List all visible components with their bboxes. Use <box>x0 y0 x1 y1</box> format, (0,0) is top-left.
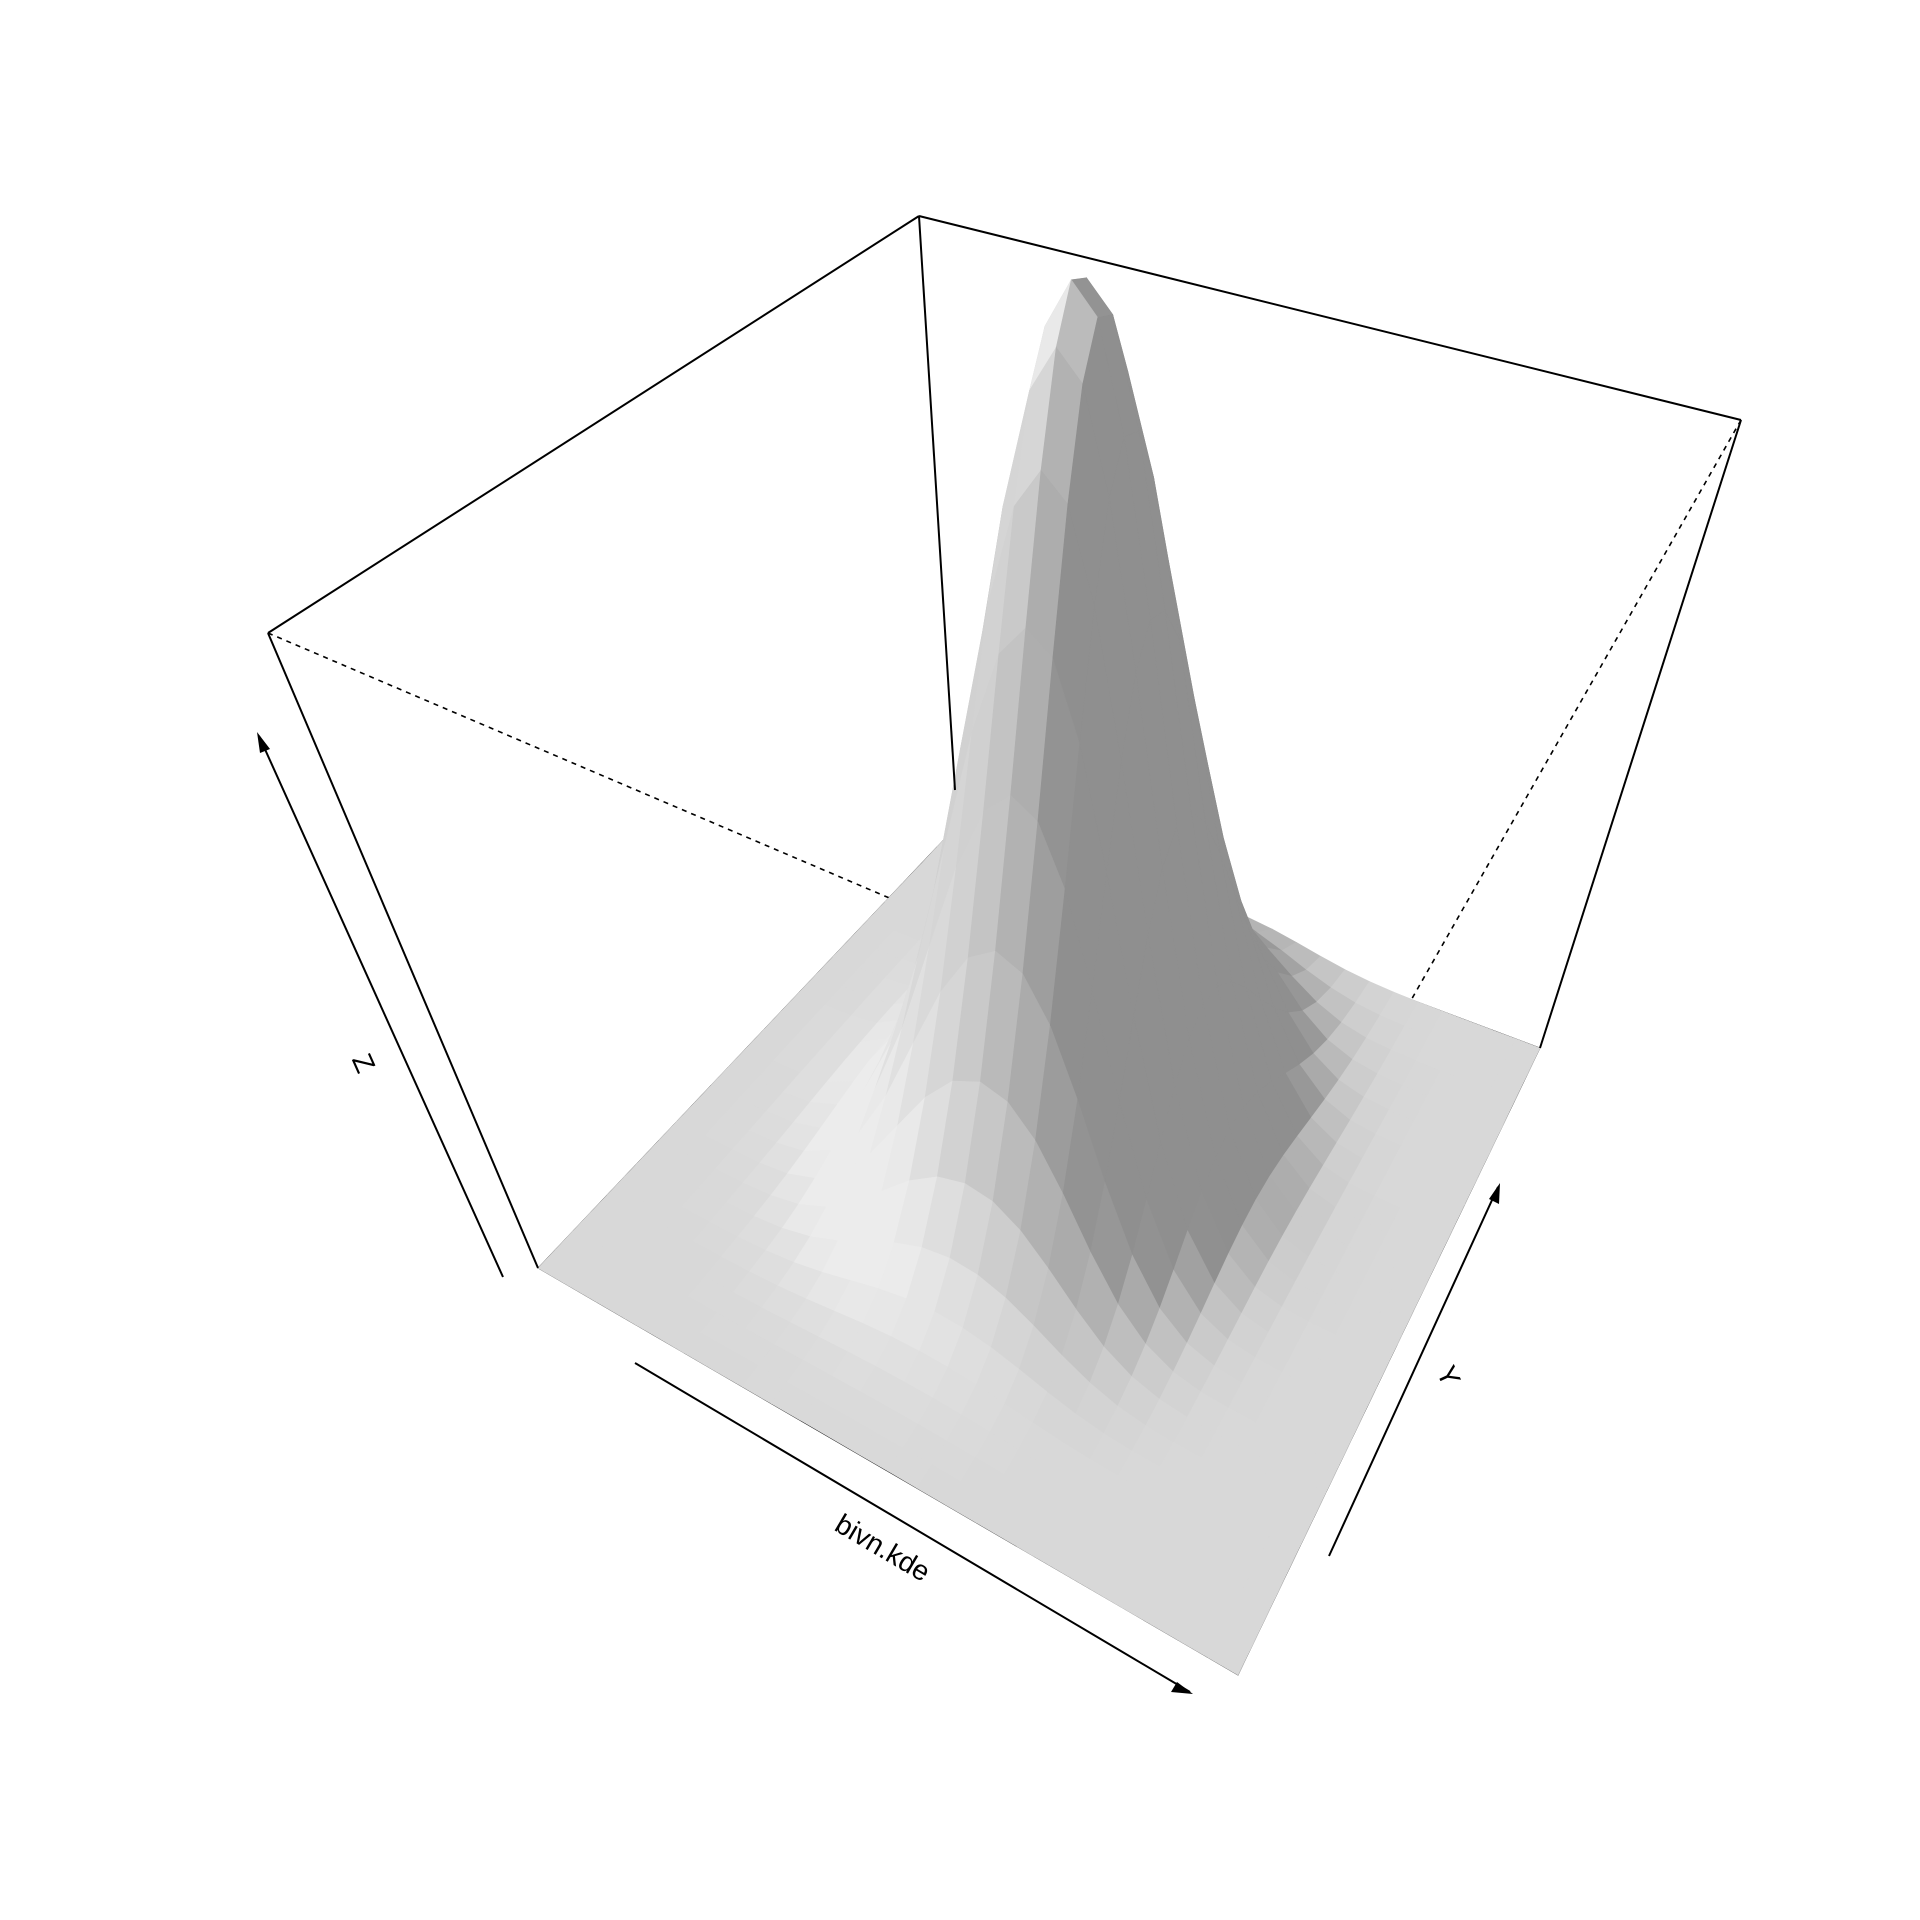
box-edge-right-vertical <box>1539 419 1742 1049</box>
box-edge-top-left <box>267 215 920 634</box>
surface-facet <box>1208 1631 1251 1676</box>
box-edge-left-vertical <box>267 632 539 1269</box>
box-edge-hidden-left <box>267 632 1357 1098</box>
box-edge-top-right <box>918 215 1742 421</box>
x-axis-arrow <box>634 1362 1193 1694</box>
y-axis-arrow <box>1328 1183 1500 1557</box>
surface-mesh <box>537 277 1541 1676</box>
box-edge-back-vertical <box>918 215 956 791</box>
z-axis-arrow <box>257 732 504 1278</box>
